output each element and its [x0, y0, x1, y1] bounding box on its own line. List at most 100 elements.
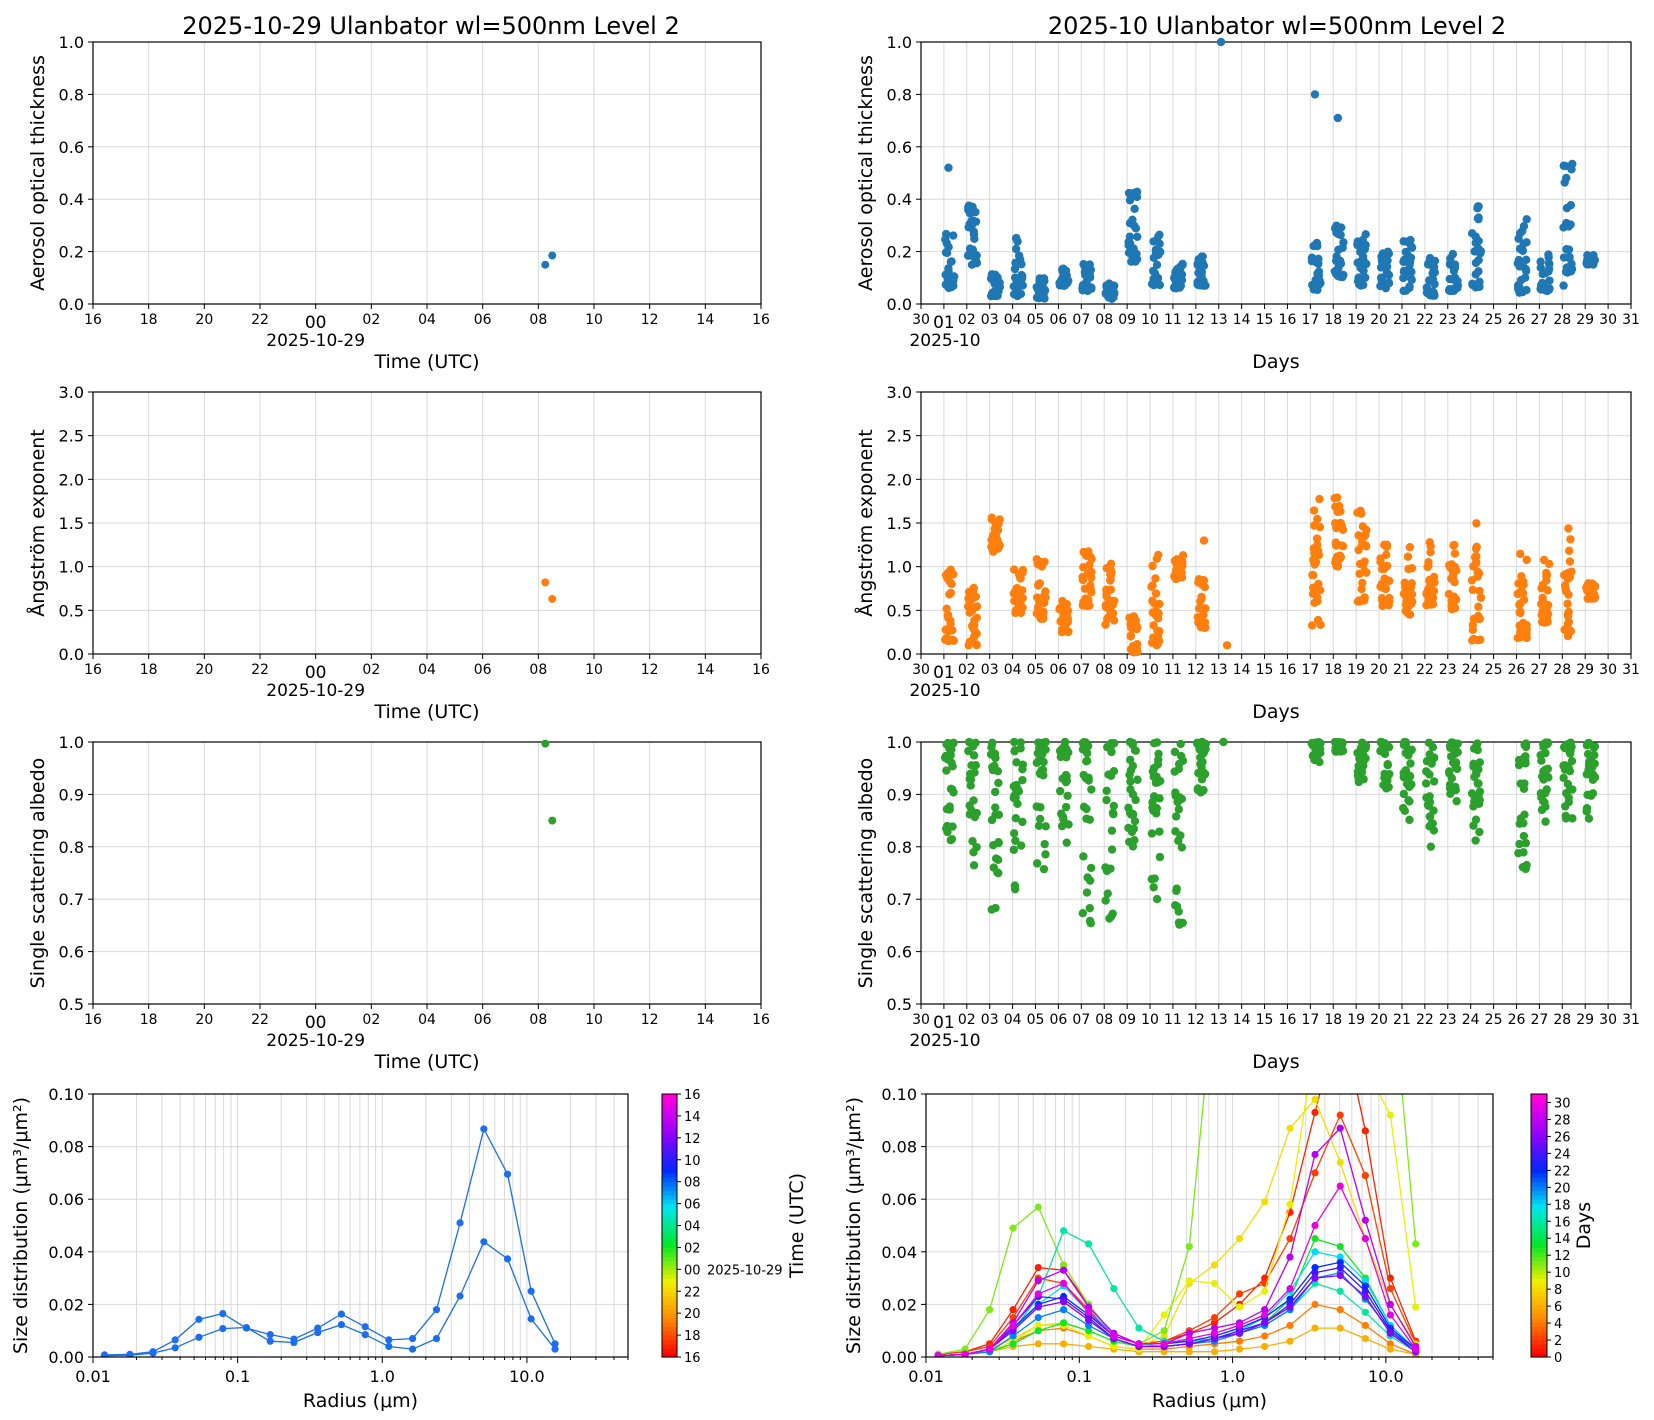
daily-angstrom-ytick-label: 2.0	[59, 470, 84, 489]
monthly-size-ytick-label: 0.00	[881, 1348, 917, 1367]
monthly-size-series-point	[1361, 1308, 1369, 1316]
monthly-aod-point	[1011, 258, 1020, 268]
monthly-ssa-point	[1010, 881, 1020, 890]
monthly-aod-ytick-label: 0.8	[887, 85, 912, 104]
monthly-size-series-point	[1286, 1321, 1294, 1330]
monthly-aod-point	[1175, 263, 1184, 272]
monthly-size-series-point	[1059, 1340, 1068, 1348]
monthly-angstrom-ytick-label: 3.0	[887, 383, 912, 402]
monthly-angstrom-point	[1314, 546, 1323, 556]
monthly-ssa-point	[1055, 786, 1065, 796]
monthly-size-series-point	[1336, 1306, 1344, 1314]
daily-size-colorbar-segment	[662, 1146, 677, 1152]
monthly-angstrom-point	[1476, 593, 1486, 602]
monthly-ssa-point	[993, 868, 1002, 877]
monthly-angstrom-point	[1149, 621, 1158, 630]
monthly-size-colorbar-segment	[1531, 1098, 1547, 1104]
monthly-ssa-point	[1079, 802, 1089, 812]
monthly-ssa-point	[1427, 819, 1436, 828]
monthly-ssa-point	[1520, 779, 1529, 788]
monthly-angstrom-point	[1106, 575, 1115, 584]
monthly-ssa-point	[1107, 912, 1116, 921]
daily-ssa-point	[541, 739, 550, 748]
daily-aod-ytick-label: 0.4	[59, 190, 84, 209]
monthly-angstrom-point	[1063, 617, 1073, 627]
daily-aod-xtick-label: 20	[195, 312, 213, 328]
daily-size-ytick-label: 0.08	[48, 1138, 84, 1157]
monthly-size-series-point	[1110, 1332, 1118, 1340]
monthly-ssa-point	[1519, 818, 1528, 828]
monthly-aod-point	[1399, 286, 1408, 296]
monthly-aod-point	[1037, 287, 1046, 296]
monthly-aod-point	[965, 244, 975, 253]
monthly-ssa-point	[1197, 738, 1206, 747]
monthly-angstrom-point	[1400, 582, 1410, 592]
monthly-size-series-point	[1059, 1266, 1068, 1274]
daily-size-colorbar-tick-label: 02	[684, 1241, 701, 1256]
monthly-ssa-point	[1177, 843, 1187, 852]
monthly-ssa-xtick-label: 31	[1622, 1012, 1640, 1028]
monthly-angstrom-point	[1513, 589, 1522, 599]
monthly-aod-point	[1476, 247, 1486, 256]
daily-size-colorbar-segment	[662, 1124, 677, 1130]
monthly-aod-point	[1567, 259, 1576, 269]
monthly-aod-point	[948, 231, 958, 240]
monthly-size-colorbar-tick-label: 18	[1554, 1198, 1571, 1213]
monthly-ssa-point	[1537, 805, 1547, 815]
daily-size-colorbar-tick-label: 06	[684, 1198, 701, 1213]
monthly-size-series-point	[1210, 1329, 1219, 1337]
monthly-angstrom-xtick-label: 03	[981, 662, 999, 678]
monthly-size-colorbar-segment	[1531, 1260, 1547, 1266]
daily-ssa-xtick-label: 22	[251, 1012, 269, 1028]
monthly-size-series-point	[1361, 1216, 1369, 1224]
monthly-size-series-point	[1336, 1258, 1344, 1266]
monthly-aod-xlabel: Days	[1252, 351, 1299, 373]
monthly-angstrom-point	[1468, 585, 1477, 595]
monthly-size-series-point	[1336, 1324, 1344, 1332]
monthly-size-series-point	[1084, 1316, 1093, 1324]
monthly-angstrom-ytick-label: 0.5	[887, 601, 912, 620]
monthly-aod-point	[1514, 234, 1523, 243]
monthly-ssa-point	[942, 804, 952, 814]
daily-size-colorbar-segment	[662, 1273, 677, 1279]
monthly-ssa-point	[1152, 894, 1162, 904]
monthly-ssa-point	[1584, 738, 1593, 748]
monthly-ssa-xtick-label: 25	[1485, 1012, 1503, 1028]
monthly-angstrom-point	[940, 635, 950, 644]
monthly-ssa-point	[1131, 795, 1140, 805]
monthly-aod-xtick-label: 05	[1027, 312, 1045, 328]
monthly-ssa-point	[1034, 821, 1044, 831]
monthly-ssa-point	[1035, 814, 1045, 824]
monthly-ssa-point	[993, 855, 1003, 865]
daily-aod-xtick-label: 22	[251, 312, 269, 328]
monthly-size-series-point	[934, 1352, 942, 1357]
monthly-aod-ylabel: Aerosol optical thickness	[855, 55, 877, 291]
daily-ssa-ytick-label: 0.5	[59, 995, 84, 1014]
monthly-aod-point	[1522, 215, 1531, 224]
monthly-aod-point	[1334, 245, 1343, 255]
monthly-angstrom-point	[1360, 566, 1369, 576]
monthly-ssa-point	[1561, 811, 1570, 821]
daily-ssa-ytick-label: 1.0	[59, 733, 84, 752]
monthly-angstrom-xtick-label: 01	[933, 663, 955, 683]
monthly-size-colorbar-segment	[1531, 1300, 1547, 1305]
monthly-angstrom-point	[1382, 542, 1391, 552]
monthly-ssa-point	[1399, 789, 1409, 799]
monthly-angstrom-point	[965, 637, 974, 647]
monthly-ssa-point	[1064, 748, 1073, 757]
monthly-aod-point	[1362, 259, 1371, 269]
monthly-size-series-point	[1084, 1342, 1093, 1351]
monthly-size-series-point	[1084, 1240, 1093, 1248]
monthly-aod-point	[1055, 279, 1065, 288]
monthly-ssa-point	[1126, 777, 1135, 786]
daily-size-series-point	[290, 1338, 298, 1347]
monthly-ssa-point	[989, 841, 998, 850]
daily-size-colorbar-segment	[662, 1150, 677, 1156]
monthly-angstrom-xtick-label: 25	[1485, 662, 1503, 678]
monthly-size-colorbar-segment	[1531, 1146, 1547, 1152]
monthly-size-series-point	[1336, 1111, 1344, 1119]
monthly-aod-xtick-label: 25	[1485, 312, 1503, 328]
monthly-size-colorbar-tick-label: 16	[1554, 1215, 1571, 1230]
monthly-ssa-xtick-label: 05	[1027, 1012, 1045, 1028]
monthly-ssa-point	[1425, 812, 1435, 821]
